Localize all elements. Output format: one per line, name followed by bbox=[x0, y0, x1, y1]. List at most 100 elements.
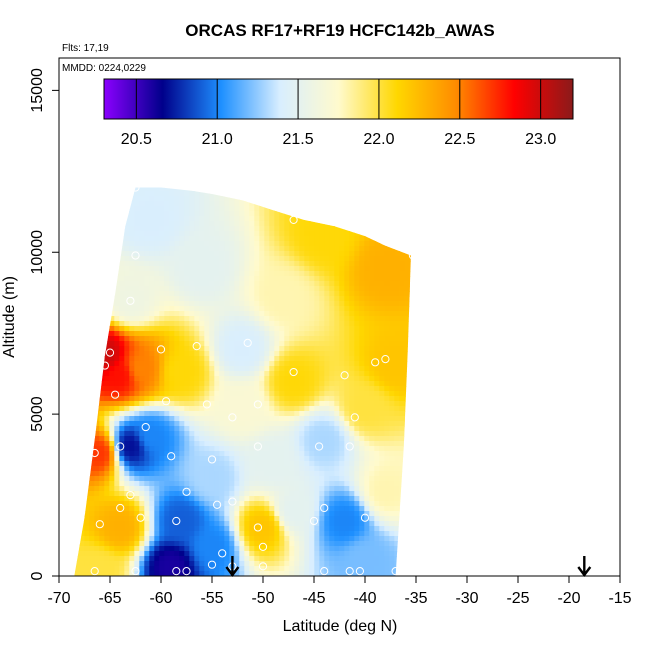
heatmap-cell bbox=[244, 316, 250, 322]
heatmap-cell bbox=[279, 381, 285, 387]
heatmap-cell bbox=[204, 421, 210, 427]
heatmap-cell bbox=[199, 261, 205, 267]
heatmap-cell bbox=[204, 186, 210, 192]
heatmap-cell bbox=[329, 491, 335, 497]
heatmap-cell bbox=[329, 421, 335, 427]
heatmap-cell bbox=[299, 451, 305, 457]
heatmap-cell bbox=[139, 241, 145, 247]
heatmap-cell bbox=[229, 196, 235, 202]
heatmap-cell bbox=[74, 181, 80, 187]
heatmap-cell bbox=[309, 346, 315, 352]
heatmap-cell bbox=[329, 186, 335, 192]
heatmap-cell bbox=[394, 196, 400, 202]
heatmap-cell bbox=[324, 421, 330, 427]
heatmap-cell bbox=[139, 261, 145, 267]
heatmap-cell bbox=[284, 466, 290, 472]
heatmap-cell bbox=[304, 246, 310, 252]
heatmap-cell bbox=[239, 411, 245, 417]
heatmap-cell bbox=[114, 231, 120, 237]
heatmap-cell bbox=[124, 251, 130, 257]
heatmap-cell bbox=[299, 491, 305, 497]
heatmap-cell bbox=[94, 311, 100, 317]
heatmap-cell bbox=[409, 501, 415, 507]
heatmap-cell bbox=[179, 231, 185, 237]
heatmap-cell bbox=[104, 326, 110, 332]
heatmap-cell bbox=[104, 251, 110, 257]
heatmap-cell bbox=[179, 406, 185, 412]
heatmap-cell bbox=[184, 216, 190, 222]
heatmap-cell bbox=[254, 231, 260, 237]
heatmap-cell bbox=[214, 436, 220, 442]
heatmap-cell bbox=[259, 356, 265, 362]
heatmap-cell bbox=[154, 286, 160, 292]
heatmap-cell bbox=[304, 481, 310, 487]
heatmap-cell bbox=[229, 221, 235, 227]
heatmap-cell bbox=[94, 326, 100, 332]
heatmap-cell bbox=[184, 191, 190, 197]
heatmap-cell bbox=[109, 316, 115, 322]
heatmap-cell bbox=[304, 516, 310, 522]
heatmap-cell bbox=[399, 406, 405, 412]
heatmap-cell bbox=[134, 241, 140, 247]
heatmap-cell bbox=[184, 386, 190, 392]
heatmap-cell bbox=[139, 396, 145, 402]
heatmap-cell bbox=[314, 321, 320, 327]
heatmap-cell bbox=[354, 191, 360, 197]
heatmap-cell bbox=[404, 216, 410, 222]
heatmap-cell bbox=[304, 206, 310, 212]
heatmap-cell bbox=[404, 506, 410, 512]
heatmap-cell bbox=[184, 351, 190, 357]
heatmap-cell bbox=[319, 316, 325, 322]
heatmap-cell bbox=[369, 396, 375, 402]
heatmap-cell bbox=[129, 501, 135, 507]
heatmap-cell bbox=[389, 221, 395, 227]
heatmap-cell bbox=[324, 336, 330, 342]
heatmap-cell bbox=[369, 251, 375, 257]
heatmap-cell bbox=[114, 311, 120, 317]
heatmap-cell bbox=[244, 331, 250, 337]
heatmap-cell bbox=[174, 431, 180, 437]
heatmap-cell bbox=[159, 266, 165, 272]
heatmap-cell bbox=[404, 516, 410, 522]
heatmap-cell bbox=[219, 531, 225, 537]
heatmap-cell bbox=[319, 406, 325, 412]
heatmap-cell bbox=[194, 286, 200, 292]
heatmap-cell bbox=[364, 486, 370, 492]
heatmap-cell bbox=[219, 241, 225, 247]
heatmap-cell bbox=[234, 516, 240, 522]
heatmap-cell bbox=[84, 486, 90, 492]
heatmap-cell bbox=[214, 346, 220, 352]
heatmap-cell bbox=[334, 281, 340, 287]
heatmap-cell bbox=[119, 296, 125, 302]
heatmap-cell bbox=[339, 516, 345, 522]
heatmap-cell bbox=[254, 331, 260, 337]
heatmap-cell bbox=[349, 451, 355, 457]
heatmap-cell bbox=[359, 226, 365, 232]
heatmap-cell bbox=[294, 531, 300, 537]
heatmap-cell bbox=[119, 256, 125, 262]
heatmap-cell bbox=[349, 471, 355, 477]
heatmap-cell bbox=[119, 416, 125, 422]
heatmap-cell bbox=[309, 481, 315, 487]
heatmap-cell bbox=[224, 446, 230, 452]
heatmap-cell bbox=[389, 486, 395, 492]
heatmap-cell bbox=[159, 226, 165, 232]
heatmap-cell bbox=[179, 346, 185, 352]
heatmap-cell bbox=[234, 366, 240, 372]
heatmap-cell bbox=[369, 281, 375, 287]
heatmap-cell bbox=[289, 376, 295, 382]
heatmap-cell bbox=[159, 326, 165, 332]
heatmap-cell bbox=[194, 291, 200, 297]
heatmap-cell bbox=[249, 521, 255, 527]
heatmap-cell bbox=[294, 491, 300, 497]
heatmap-cell bbox=[119, 476, 125, 482]
heatmap-cell bbox=[119, 291, 125, 297]
heatmap-cell bbox=[219, 466, 225, 472]
heatmap-cell bbox=[299, 446, 305, 452]
heatmap-cell bbox=[189, 521, 195, 527]
heatmap-cell bbox=[329, 236, 335, 242]
heatmap-cell bbox=[334, 231, 340, 237]
heatmap-cell bbox=[399, 376, 405, 382]
heatmap-cell bbox=[409, 446, 415, 452]
heatmap-cell bbox=[359, 181, 365, 187]
